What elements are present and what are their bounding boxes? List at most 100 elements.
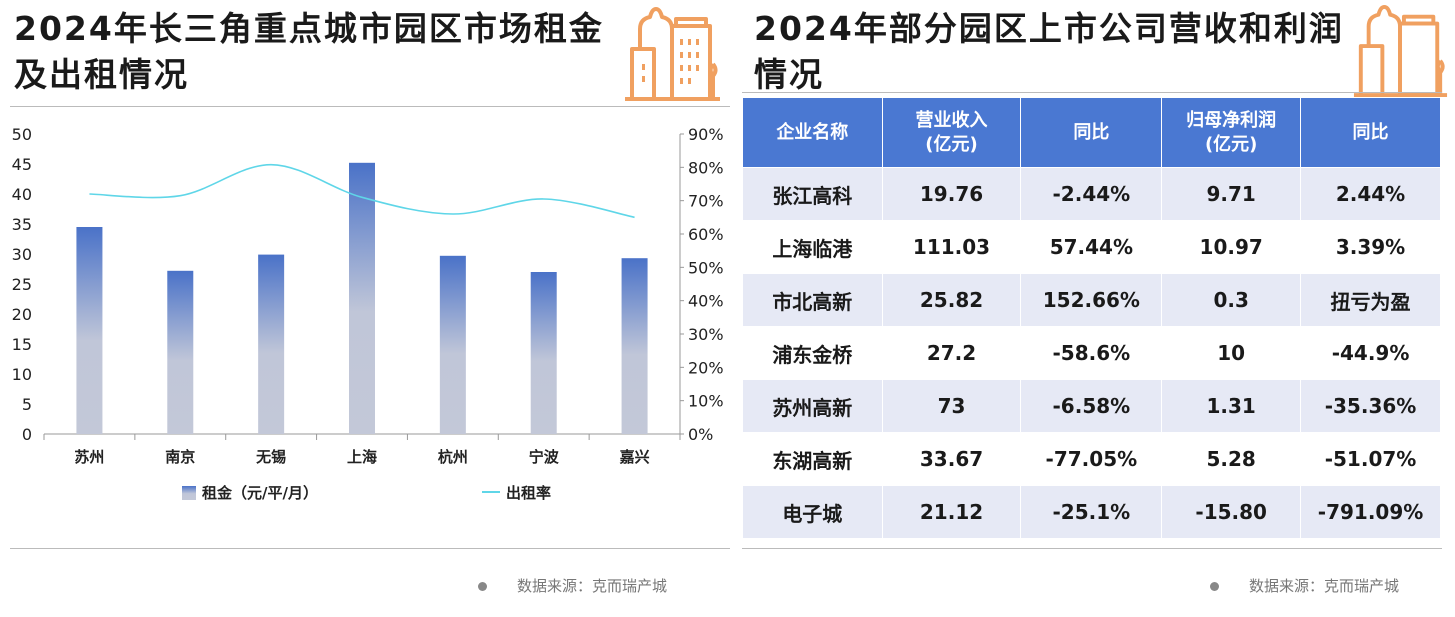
value-cell: -2.44% (1020, 167, 1163, 221)
table-row: 市北高新 25.82 152.66% 0.3 扭亏为盈 (742, 273, 1441, 327)
divider (742, 92, 1442, 93)
company-name-cell: 电子城 (742, 485, 883, 539)
column-header: 归母净利润 (亿元) (1161, 97, 1302, 168)
y-tick-label: 20 (12, 305, 32, 324)
y2-tick-label: 30% (688, 325, 724, 344)
occupancy-rate-line (89, 163, 635, 219)
y2-tick-label: 60% (688, 225, 724, 244)
value-cell: 25.82 (881, 273, 1022, 327)
y-tick-label: 25 (12, 275, 32, 294)
rent-occupancy-chart: 0 5 10 15 20 25 30 35 40 45 50 0% 10% 20% 30% 40% 50% 60%… (12, 125, 724, 502)
y2-tick-label: 0% (688, 425, 713, 444)
company-name-cell: 浦东金桥 (742, 326, 883, 380)
company-name-cell: 上海临港 (742, 220, 883, 274)
value-cell: 73 (881, 379, 1022, 433)
bullet-dot-icon (478, 582, 487, 591)
value-cell: 0.3 (1161, 273, 1302, 327)
column-header: 同比 (1020, 97, 1163, 168)
city-buildings-icon (625, 7, 720, 101)
company-financials-table: 企业名称 营业收入 (亿元) 同比 归母净利润 (亿元) 同比 张江高科 19.76 -2.44… (742, 97, 1441, 539)
table-header-row: 企业名称 营业收入 (亿元) 同比 归母净利润 (亿元) 同比 (742, 97, 1441, 168)
value-cell: 152.66% (1020, 273, 1163, 327)
y2-tick-label: 10% (688, 392, 724, 411)
table-row: 电子城 21.12 -25.1% -15.80 -791.09% (742, 485, 1441, 539)
y2-tick-label: 70% (688, 192, 724, 211)
value-cell: 27.2 (881, 326, 1022, 380)
y-tick-label: 10 (12, 365, 32, 384)
column-header-text: (亿元) (1204, 133, 1258, 155)
x-tick-label: 无锡 (255, 448, 286, 466)
bar-宁波 (530, 272, 557, 434)
value-cell: -35.36% (1300, 379, 1441, 433)
source-note: 数据来源：克而瑞产城 (1249, 577, 1400, 595)
value-cell: -791.09% (1300, 485, 1441, 539)
value-cell: 9.71 (1161, 167, 1302, 221)
column-header-text: (亿元) (925, 133, 978, 155)
value-cell: 19.76 (881, 167, 1022, 221)
legend-label: 出租率 (506, 484, 551, 502)
value-cell: 33.67 (881, 432, 1022, 486)
y-tick-label: 0 (22, 425, 32, 444)
value-cell: -77.05% (1020, 432, 1163, 486)
y-tick-label: 50 (12, 125, 32, 144)
bullet-dot-icon (1210, 582, 1219, 591)
x-tick-label: 南京 (165, 448, 195, 466)
value-cell: -58.6% (1020, 326, 1163, 380)
x-tick-label: 宁波 (529, 448, 560, 466)
y-tick-label: 30 (12, 245, 32, 264)
y-tick-label: 40 (12, 185, 32, 204)
divider (742, 548, 1442, 549)
value-cell: 21.12 (881, 485, 1022, 539)
legend-bar-swatch (182, 486, 196, 500)
value-cell: 1.31 (1161, 379, 1302, 433)
x-tick-label: 嘉兴 (619, 448, 650, 466)
value-cell: -51.07% (1300, 432, 1441, 486)
company-table-panel: 2024年部分园区上市公司营收和利润情况 企业名称 营业收入 (亿元) 同比 归母净利润… (740, 0, 1455, 617)
company-name-cell: 苏州高新 (742, 379, 883, 433)
column-header: 企业名称 (742, 97, 883, 168)
column-header-text: 归母净利润 (1186, 109, 1277, 131)
value-cell: -25.1% (1020, 485, 1163, 539)
value-cell: 3.39% (1300, 220, 1441, 274)
y2-tick-label: 20% (688, 358, 724, 377)
value-cell: 10.97 (1161, 220, 1302, 274)
column-header: 同比 (1300, 97, 1441, 168)
column-header-text: 同比 (1352, 121, 1389, 143)
value-cell: -44.9% (1300, 326, 1441, 380)
bar-上海 (349, 162, 375, 435)
column-header-text: 同比 (1073, 121, 1110, 143)
table-row: 浦东金桥 27.2 -58.6% 10 -44.9% (742, 326, 1441, 380)
y-tick-label: 15 (12, 335, 32, 354)
y2-tick-label: 40% (688, 292, 724, 311)
table-row: 东湖高新 33.67 -77.05% 5.28 -51.07% (742, 432, 1441, 486)
company-name-cell: 市北高新 (742, 273, 883, 327)
y2-tick-label: 50% (688, 258, 724, 277)
value-cell: 扭亏为盈 (1300, 273, 1441, 327)
y-tick-label: 45 (12, 155, 32, 174)
bar-南京 (167, 270, 194, 434)
rent-chart-panel: 2024年长三角重点城市园区市场租金及出租情况 0 5 10 15 20 25 30 35 40… (10, 7, 730, 595)
y2-tick-label: 80% (688, 158, 724, 177)
table-row: 苏州高新 73 -6.58% 1.31 -35.36% (742, 379, 1441, 433)
bar-无锡 (258, 254, 285, 434)
source-note: 数据来源：克而瑞产城 (517, 577, 668, 595)
y-tick-label: 5 (22, 395, 32, 414)
y-tick-label: 35 (12, 215, 32, 234)
value-cell: 57.44% (1020, 220, 1163, 274)
value-cell: 2.44% (1300, 167, 1441, 221)
x-tick-label: 上海 (347, 448, 377, 466)
company-name-cell: 东湖高新 (742, 432, 883, 486)
table-row: 张江高科 19.76 -2.44% 9.71 2.44% (742, 167, 1441, 221)
bar-苏州 (76, 227, 103, 434)
company-name-cell: 张江高科 (742, 167, 883, 221)
value-cell: 5.28 (1161, 432, 1302, 486)
chart-title: 2024年长三角重点城市园区市场租金及出租情况 (14, 9, 604, 94)
divider (10, 106, 730, 107)
table-title: 2024年部分园区上市公司营收和利润情况 (754, 9, 1344, 94)
divider (10, 548, 730, 549)
bar-嘉兴 (621, 258, 648, 434)
y2-tick-label: 90% (688, 125, 724, 144)
value-cell: 10 (1161, 326, 1302, 380)
column-header-text: 营业收入 (915, 109, 988, 131)
legend-label: 租金（元/平/月） (202, 484, 318, 502)
